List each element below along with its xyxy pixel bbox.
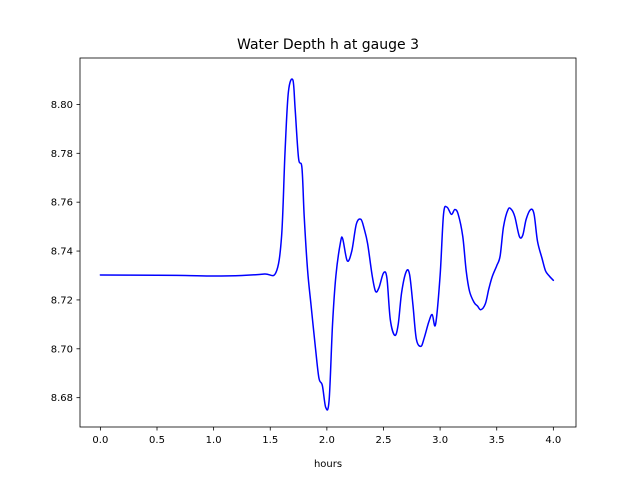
x-tick-label: 2.5 bbox=[376, 435, 392, 446]
x-tick-label: 1.5 bbox=[262, 435, 278, 446]
x-tick-label: 0.5 bbox=[149, 435, 165, 446]
x-tick-label: 3.5 bbox=[489, 435, 505, 446]
y-tick-label: 8.70 bbox=[51, 344, 73, 355]
y-tick-label: 8.74 bbox=[51, 247, 73, 258]
x-tick-label: 4.0 bbox=[545, 435, 561, 446]
y-tick-label: 8.80 bbox=[51, 100, 73, 111]
x-axis: 0.0 0.5 1.0 1.5 2.0 2.5 3.0 3.5 4.0 bbox=[92, 427, 561, 446]
x-tick-label: 3.0 bbox=[432, 435, 448, 446]
y-axis: 8.68 8.70 8.72 8.74 8.76 8.78 8.80 bbox=[51, 100, 80, 404]
chart-title: Water Depth h at gauge 3 bbox=[237, 37, 419, 53]
y-tick-label: 8.72 bbox=[51, 295, 73, 306]
x-tick-label: 1.0 bbox=[206, 435, 222, 446]
water-depth-series-line bbox=[99, 78, 555, 411]
y-tick-label: 8.78 bbox=[51, 149, 73, 160]
y-tick-label: 8.76 bbox=[51, 198, 73, 209]
x-tick-label: 2.0 bbox=[319, 435, 335, 446]
y-tick-label: 8.68 bbox=[51, 393, 73, 404]
plot-area bbox=[80, 58, 576, 427]
x-tick-label: 0.0 bbox=[92, 435, 108, 446]
plot-frame bbox=[79, 57, 577, 428]
x-axis-label: hours bbox=[314, 459, 342, 470]
